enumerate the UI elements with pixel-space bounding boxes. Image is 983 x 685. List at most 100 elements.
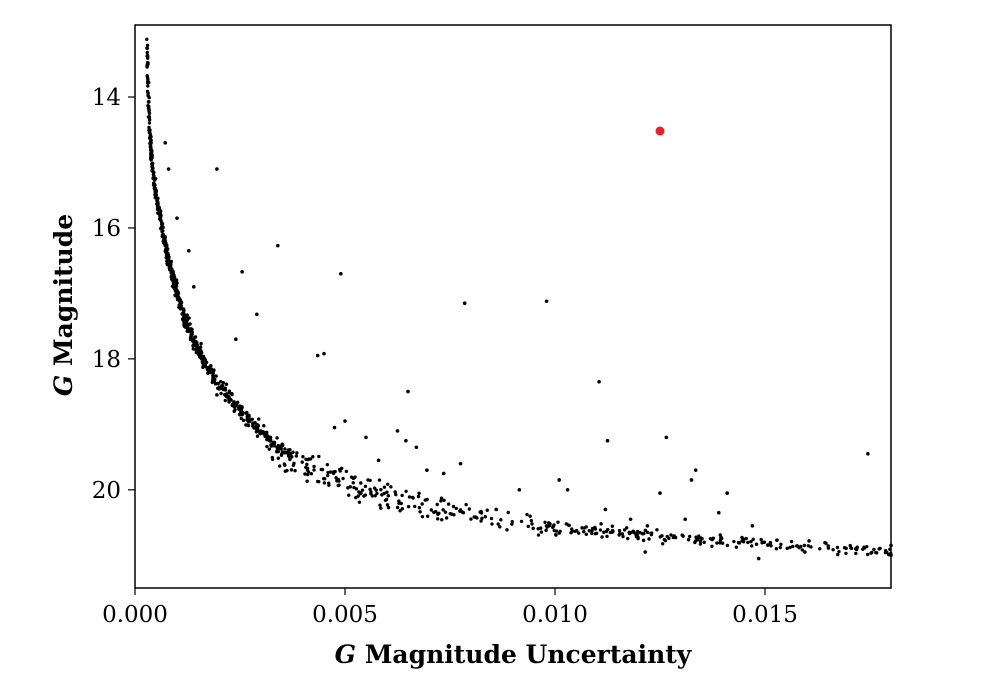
data-point	[245, 423, 249, 427]
data-point	[399, 501, 403, 506]
data-point	[697, 534, 701, 538]
data-point	[164, 255, 169, 260]
outlier-point	[807, 539, 811, 543]
data-point	[855, 546, 859, 550]
data-point	[146, 56, 150, 60]
data-point	[145, 53, 150, 57]
data-point	[505, 528, 509, 532]
y-tick-label: 14	[92, 85, 121, 111]
outlier-point	[406, 389, 410, 394]
data-point	[353, 475, 357, 479]
data-point	[669, 533, 673, 537]
outlier-point	[441, 471, 446, 476]
data-point	[146, 93, 150, 98]
data-point	[182, 315, 186, 320]
data-point	[153, 178, 157, 182]
data-point	[196, 349, 201, 353]
data-point	[698, 539, 703, 544]
data-point	[278, 464, 282, 468]
outlier-point	[565, 488, 570, 492]
data-point	[209, 364, 213, 368]
data-point	[327, 481, 331, 485]
data-point	[289, 468, 294, 472]
data-point	[145, 63, 149, 68]
data-point	[282, 462, 287, 466]
data-point	[357, 500, 362, 504]
data-point	[377, 478, 382, 482]
data-point	[539, 526, 543, 530]
data-point	[182, 320, 186, 325]
data-point	[244, 411, 248, 415]
outlier-point	[544, 299, 549, 304]
data-point	[147, 109, 151, 114]
data-point	[418, 510, 422, 514]
data-point	[234, 402, 239, 406]
data-point	[746, 540, 750, 545]
data-point	[624, 526, 629, 530]
outlier-point	[658, 491, 662, 495]
y-axis-label-text: Magnitude	[49, 214, 78, 375]
data-point	[247, 413, 251, 418]
data-point	[317, 454, 321, 459]
data-point	[460, 510, 464, 514]
data-point	[255, 426, 260, 431]
data-point	[688, 534, 692, 539]
highlighted-point	[655, 126, 665, 136]
data-point	[261, 430, 265, 434]
data-point	[224, 382, 229, 386]
data-point	[193, 335, 198, 339]
data-point	[417, 491, 421, 496]
data-point	[256, 417, 261, 421]
data-point	[385, 490, 389, 494]
data-point	[221, 381, 226, 385]
data-point	[301, 455, 305, 459]
data-point	[180, 312, 184, 316]
data-point	[363, 484, 368, 489]
data-point	[865, 544, 869, 549]
data-point	[148, 134, 153, 138]
data-point	[584, 525, 588, 529]
x-tick-label: 0.010	[522, 602, 588, 628]
data-point	[145, 37, 149, 41]
data-point	[467, 507, 472, 511]
data-point	[267, 447, 272, 451]
data-point	[326, 470, 330, 475]
data-point	[308, 457, 313, 461]
data-point	[774, 547, 779, 551]
data-point	[406, 504, 411, 509]
data-point	[375, 491, 379, 496]
data-point	[741, 540, 746, 544]
data-point	[214, 374, 218, 378]
data-point	[635, 532, 639, 537]
data-point	[440, 518, 444, 522]
data-point	[602, 530, 606, 534]
data-point	[785, 546, 789, 551]
outlier-point	[628, 517, 633, 522]
data-point	[681, 534, 685, 538]
data-point	[573, 529, 577, 533]
data-point	[380, 493, 384, 497]
data-point	[844, 551, 848, 556]
data-point	[698, 542, 703, 546]
data-point	[529, 518, 534, 523]
data-point	[725, 543, 730, 548]
outlier-point	[186, 249, 191, 253]
outlier-point	[254, 312, 259, 317]
outlier-point	[240, 270, 244, 274]
outlier-point	[557, 478, 561, 482]
data-point	[291, 463, 296, 468]
y-tick-label: 18	[92, 347, 121, 373]
data-point	[147, 130, 152, 135]
data-point	[348, 485, 352, 489]
data-point	[754, 542, 759, 546]
data-point	[711, 536, 716, 540]
data-point	[385, 482, 390, 487]
data-point	[218, 380, 223, 384]
data-point	[152, 174, 156, 178]
data-point	[649, 531, 654, 535]
data-point	[219, 391, 223, 396]
data-point	[439, 496, 444, 500]
data-point	[673, 535, 678, 540]
data-point	[284, 450, 289, 455]
data-point	[837, 549, 841, 554]
